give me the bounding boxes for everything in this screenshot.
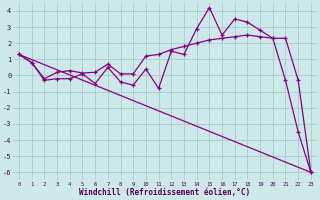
X-axis label: Windchill (Refroidissement éolien,°C): Windchill (Refroidissement éolien,°C) — [79, 188, 251, 197]
